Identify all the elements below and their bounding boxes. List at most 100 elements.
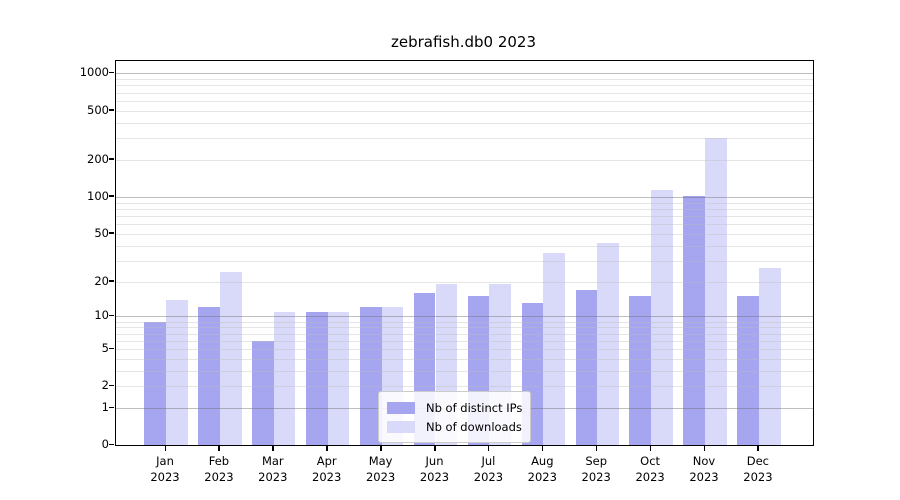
x-tick-label-mar: Mar 2023 (258, 454, 288, 484)
legend-label-distinct-ips: Nb of distinct IPs (426, 400, 523, 415)
chart-title: zebrafish.db0 2023 (390, 33, 537, 51)
gridline-900 (116, 79, 813, 81)
y-tick-label-0: 0 (101, 437, 109, 451)
gridline-70 (116, 215, 813, 217)
x-tick-label-nov: Nov 2023 (689, 454, 719, 484)
gridline-3 (116, 370, 813, 372)
gridline-80 (116, 208, 813, 210)
x-tick-mark (218, 446, 220, 451)
y-tick-mark (109, 443, 114, 445)
gridline-40 (116, 245, 813, 247)
gridline-30 (116, 260, 813, 262)
y-tick-label-5: 5 (101, 341, 109, 356)
gridline-90 (116, 202, 813, 204)
bar-downloads-mar (273, 311, 296, 445)
legend-label-downloads: Nb of downloads (426, 419, 522, 434)
y-tick-label-1: 1 (101, 400, 109, 415)
gridline-300 (116, 138, 813, 140)
y-tick-label-20: 20 (94, 273, 109, 288)
x-tick-label-apr: Apr 2023 (312, 454, 342, 484)
gridline-500 (116, 110, 813, 112)
bar-distinct-ips-may (359, 307, 382, 445)
bar-distinct-ips-mar (252, 340, 274, 445)
bar-distinct-ips-dec (737, 296, 759, 445)
x-tick-mark (703, 446, 705, 451)
y-tick-label-100: 100 (87, 188, 109, 203)
x-tick-mark (380, 446, 382, 451)
y-tick-mark (109, 280, 114, 282)
legend-swatch-downloads (387, 420, 415, 433)
legend-item-distinct-ips: Nb of distinct IPs (387, 398, 522, 417)
y-tick-mark (109, 384, 114, 387)
y-tick-mark (109, 347, 114, 350)
legend: Nb of distinct IPs Nb of downloads (378, 391, 531, 443)
gridline-10 (116, 316, 813, 318)
bar-downloads-sep (597, 243, 619, 445)
x-tick-label-feb: Feb 2023 (204, 454, 234, 484)
bar-distinct-ips-nov (683, 195, 705, 445)
y-tick-label-500: 500 (87, 102, 109, 117)
x-tick-mark (757, 446, 759, 451)
gridline-100 (116, 196, 813, 198)
gridline-7 (116, 333, 813, 335)
x-tick-mark (595, 446, 598, 451)
y-tick-mark (109, 232, 114, 234)
gridline-200 (116, 159, 813, 161)
y-tick-label-1000: 1000 (79, 65, 109, 80)
bar-downloads-aug (543, 252, 565, 445)
x-tick-mark (326, 446, 328, 451)
gridline-700 (116, 92, 813, 94)
bar-distinct-ips-oct (629, 296, 652, 445)
x-tick-mark (434, 446, 436, 451)
y-tick-mark (109, 158, 114, 160)
bar-downloads-jan (166, 299, 188, 445)
y-tick-mark (109, 406, 114, 409)
x-tick-label-aug: Aug 2023 (527, 454, 557, 484)
legend-swatch-distinct-ips (387, 401, 415, 414)
y-tick-mark (109, 314, 114, 317)
legend-item-downloads: Nb of downloads (387, 417, 522, 436)
y-tick-mark (109, 71, 114, 74)
bar-downloads-oct (651, 189, 673, 445)
gridline-4 (116, 358, 813, 360)
x-tick-label-jan: Jan 2023 (150, 454, 180, 484)
gridline-5 (116, 349, 813, 351)
gridline-8 (116, 327, 813, 329)
gridline-60 (116, 224, 813, 226)
y-tick-label-2: 2 (101, 378, 109, 393)
bar-distinct-ips-sep (575, 289, 598, 445)
plot-area (115, 60, 814, 446)
gridline-2 (116, 386, 813, 388)
y-tick-label-10: 10 (94, 308, 109, 323)
x-tick-label-sep: Sep 2023 (581, 454, 611, 484)
y-tick-label-50: 50 (94, 225, 109, 240)
bar-downloads-feb (219, 272, 242, 445)
bar-downloads-nov (705, 138, 727, 445)
x-tick-mark (272, 446, 274, 451)
x-tick-label-dec: Dec 2023 (743, 454, 773, 484)
x-tick-mark (487, 446, 490, 451)
x-tick-label-may: May 2023 (365, 454, 396, 484)
x-tick-label-jun: Jun 2023 (419, 454, 450, 484)
y-tick-mark (109, 195, 114, 197)
bar-distinct-ips-feb (198, 307, 220, 445)
gridline-9 (116, 321, 813, 323)
bar-downloads-apr (327, 311, 350, 445)
gridline-6 (116, 340, 813, 342)
bar-distinct-ips-apr (306, 311, 328, 445)
x-tick-label-jul: Jul 2023 (473, 454, 504, 484)
gridline-400 (116, 122, 813, 124)
x-tick-mark (164, 446, 166, 451)
gridline-50 (116, 233, 813, 235)
bar-distinct-ips-jan (144, 321, 166, 445)
gridline-1000 (116, 73, 813, 75)
x-tick-mark (541, 446, 544, 451)
x-tick-label-oct: Oct 2023 (635, 454, 665, 484)
gridline-600 (116, 100, 813, 102)
x-tick-mark (649, 446, 652, 451)
y-tick-mark (109, 109, 114, 111)
bar-downloads-dec (758, 268, 781, 445)
gridline-800 (116, 85, 813, 87)
gridline-20 (116, 281, 813, 283)
